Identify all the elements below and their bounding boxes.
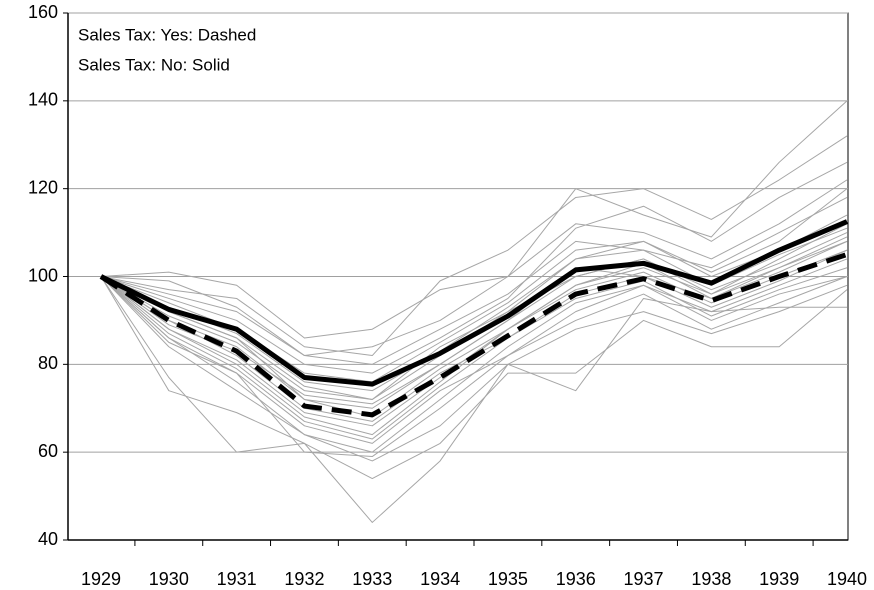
line [100,276,848,458]
x-tick-label: 1930 [149,569,189,589]
line [100,161,848,374]
x-tick-label: 1936 [556,569,596,589]
x-tick-label: 1931 [217,569,257,589]
x-tick-label: 1934 [420,569,460,589]
line [100,276,848,480]
x-tick-label: 1932 [284,569,324,589]
line [100,197,848,365]
y-tick-label: 80 [38,353,58,373]
line [100,179,848,357]
x-tick-label: 1929 [81,569,121,589]
x-tick-label: 1939 [759,569,799,589]
annotation: Sales Tax: Yes: Dashed [78,25,256,44]
line [100,236,848,418]
y-tick-label: 160 [28,2,58,22]
y-tick-label: 60 [38,441,58,461]
annotation: Sales Tax: No: Solid [78,55,230,74]
x-tick-label: 1935 [488,569,528,589]
line [99,219,848,387]
line [100,276,848,444]
x-tick-label: 1940 [827,569,867,589]
line [100,276,847,523]
y-tick-label: 140 [28,90,58,110]
x-tick-label: 1933 [352,569,392,589]
x-tick-label: 1937 [624,569,664,589]
x-tick-label: 1938 [691,569,731,589]
y-tick-label: 40 [38,529,58,549]
y-tick-label: 120 [28,177,58,197]
line [100,135,848,357]
y-tick-label: 100 [28,265,58,285]
line [100,267,848,440]
line [100,276,848,462]
line [100,100,848,339]
dashed-line [99,252,848,418]
